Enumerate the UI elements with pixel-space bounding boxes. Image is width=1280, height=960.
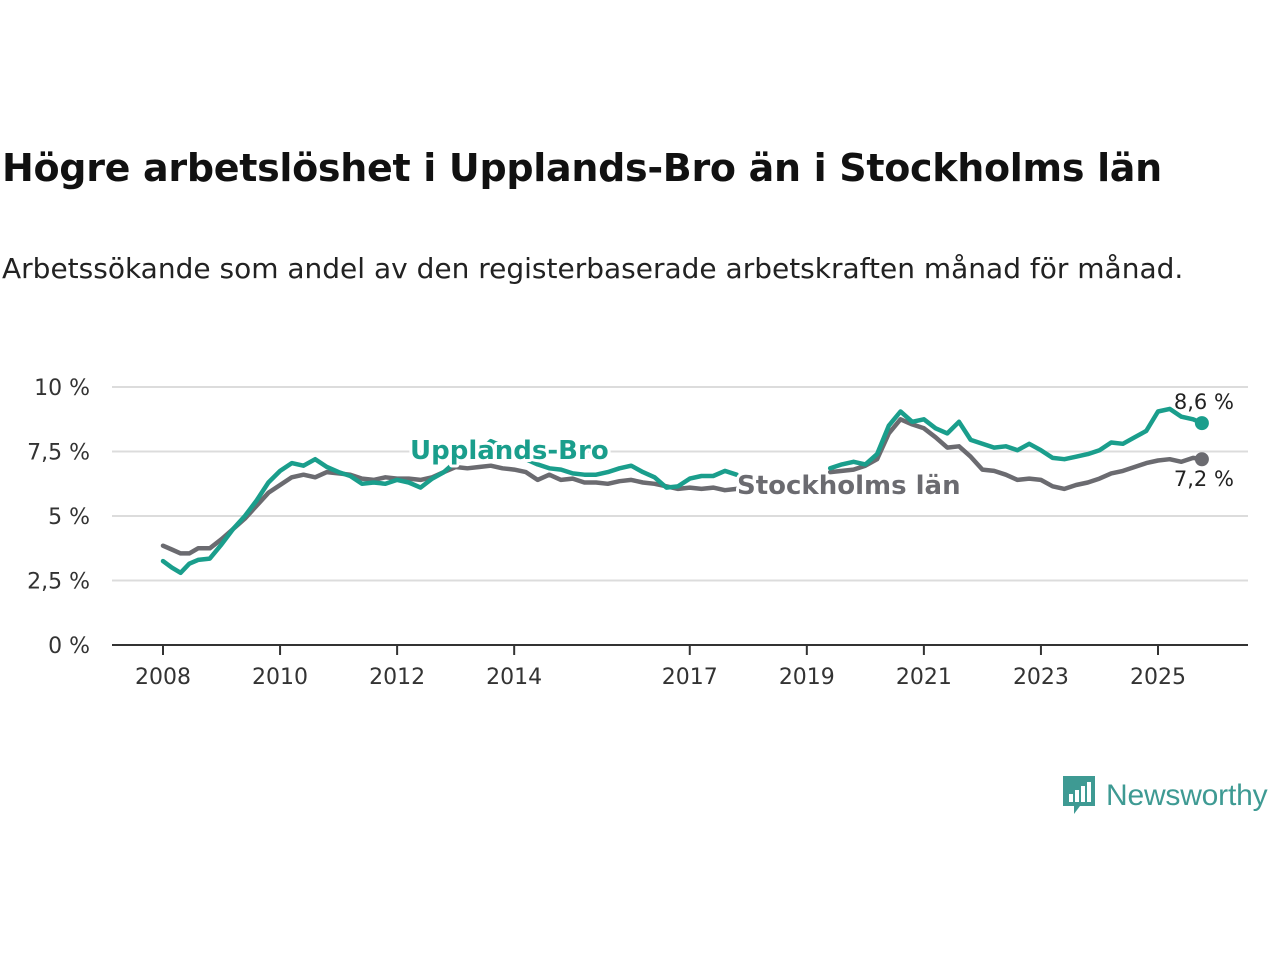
chart-subtitle: Arbetssökande som andel av den registerb… xyxy=(2,252,1184,285)
x-tick-label: 2010 xyxy=(252,665,308,690)
y-tick-label: 7,5 % xyxy=(27,441,90,466)
series-label-upplands-bro: Upplands-Bro xyxy=(410,436,609,466)
x-tick-label: 2017 xyxy=(662,665,718,690)
newsworthy-logo-icon xyxy=(1063,776,1095,814)
newsworthy-logo: Newsworthy xyxy=(1060,774,1268,818)
newsworthy-logo-text: Newsworthy xyxy=(1106,779,1268,812)
end-label-upplands-bro: 8,6 % xyxy=(1174,390,1234,414)
series-label-stockholms-l-n: Stockholms län xyxy=(737,471,961,501)
chart-title: Högre arbetslöshet i Upplands-Bro än i S… xyxy=(2,146,1162,190)
end-point-stockholms-l-n xyxy=(1194,452,1209,467)
axes: 0 % 2,5 % 5 % 7,5 % 10 % 2008 2010 2012 2014 2017… xyxy=(27,376,1248,690)
x-tick-label: 2014 xyxy=(486,665,542,690)
series-lines xyxy=(160,406,1209,576)
x-tick-label: 2012 xyxy=(369,665,425,690)
y-tick-label: 5 % xyxy=(48,505,90,530)
gridlines xyxy=(112,386,1248,582)
x-tick-label: 2023 xyxy=(1013,665,1069,690)
x-tick-label: 2025 xyxy=(1130,665,1186,690)
x-tick-label: 2019 xyxy=(779,665,835,690)
series-line-upplands-bro xyxy=(160,438,739,576)
x-tick-label: 2008 xyxy=(135,665,191,690)
x-tick-label: 2021 xyxy=(896,665,952,690)
end-label-stockholms-l-n: 7,2 % xyxy=(1174,467,1234,491)
series-line-upplands-bro xyxy=(827,406,1205,471)
series-line-stockholms-l-n xyxy=(827,417,1205,492)
y-tick-label: 2,5 % xyxy=(27,570,90,595)
series-labels: 7,2 % 8,6 % Upplands-Bro Stockholms län xyxy=(407,390,1234,504)
y-tick-label: 0 % xyxy=(48,634,90,659)
y-tick-label: 10 % xyxy=(34,376,90,401)
end-point-upplands-bro xyxy=(1194,416,1209,431)
